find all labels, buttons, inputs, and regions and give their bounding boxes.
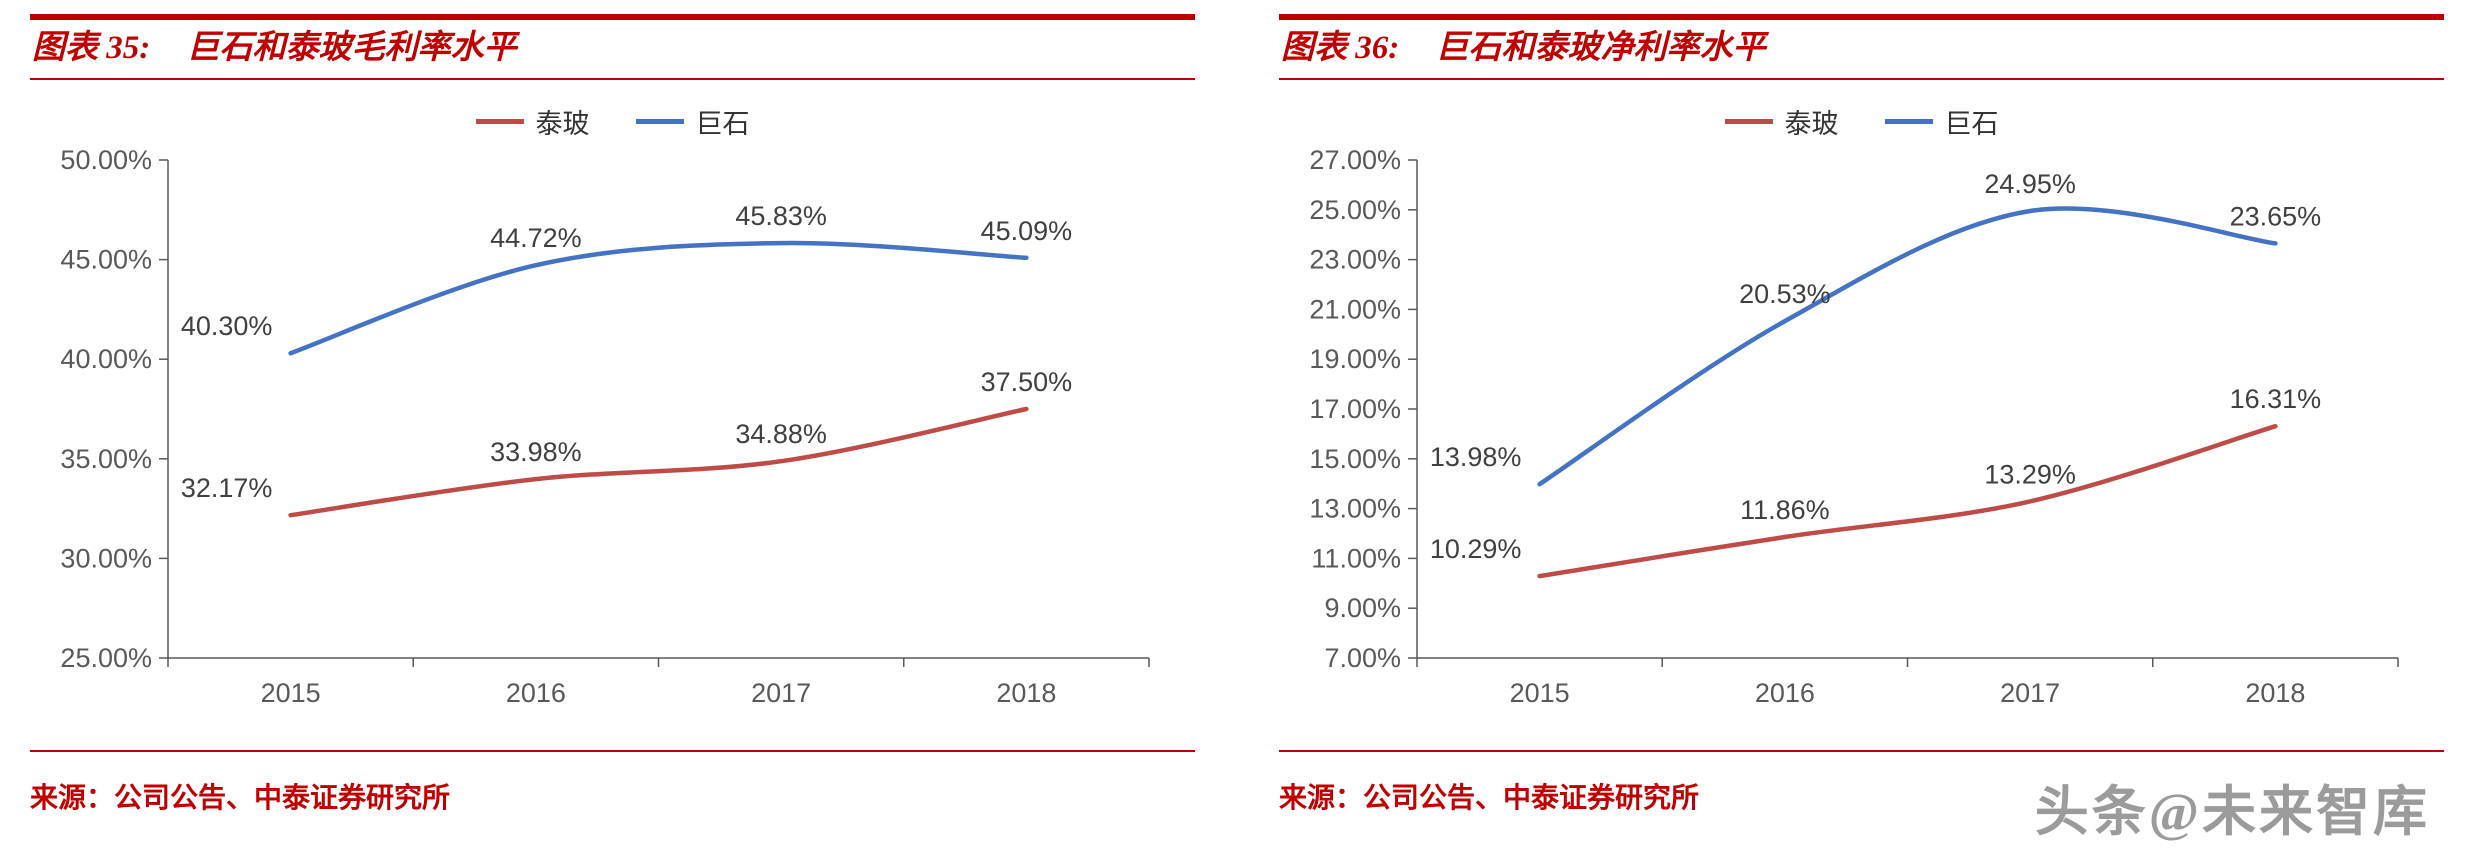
svg-text:15.00%: 15.00% — [1309, 444, 1401, 474]
svg-text:11.86%: 11.86% — [1740, 495, 1830, 525]
svg-text:2016: 2016 — [1755, 678, 1815, 708]
figure-label: 图表 35: — [32, 30, 151, 66]
line-chart-gross-margin: 25.00% 30.00% 35.00% 40.00% 45.00% 50.00% 2015… — [60, 145, 1150, 708]
figure-title: 巨石和泰玻毛利率水平 — [186, 30, 517, 66]
chart-legend: 泰玻 巨石 — [30, 102, 1195, 141]
svg-text:13.98%: 13.98% — [1430, 442, 1522, 472]
svg-text:20.53%: 20.53% — [1739, 279, 1831, 309]
svg-text:27.00%: 27.00% — [1309, 145, 1401, 175]
legend-line-swatch — [1724, 118, 1773, 124]
svg-text:32.17%: 32.17% — [181, 473, 273, 503]
svg-text:44.72%: 44.72% — [490, 223, 582, 253]
svg-text:2017: 2017 — [751, 678, 811, 708]
report-figures: 图表 35: 巨石和泰玻毛利率水平 泰玻 巨石 25.00% 30.00% 35.00… — [30, 14, 2444, 816]
series-data-labels-0: 32.17% 33.98% 34.88% 37.50% — [181, 367, 1072, 503]
svg-text:13.29%: 13.29% — [1984, 459, 2076, 489]
svg-text:40.00%: 40.00% — [60, 344, 152, 374]
y-axis-ticks — [159, 159, 168, 659]
figure-title: 巨石和泰玻净利率水平 — [1435, 30, 1766, 66]
svg-text:17.00%: 17.00% — [1309, 394, 1401, 424]
x-axis-labels: 2015 2016 2017 2018 — [261, 678, 1057, 708]
svg-text:2018: 2018 — [996, 678, 1056, 708]
svg-text:40.30%: 40.30% — [181, 311, 273, 341]
x-axis-ticks — [1416, 658, 2399, 667]
series-line-1 — [288, 240, 1029, 356]
source-note: 来源：公司公告、中泰证券研究所 — [1279, 750, 2444, 816]
legend-line-swatch — [1884, 118, 1933, 124]
y-axis-labels: 7.00% 9.00% 11.00% 13.00% 15.00% 17.00% 19.00%… — [1309, 145, 1401, 673]
chart-legend: 泰玻 巨石 — [1279, 102, 2444, 141]
legend-line-swatch — [635, 118, 684, 124]
svg-text:45.09%: 45.09% — [981, 216, 1073, 246]
legend-label: 泰玻 — [535, 108, 590, 139]
svg-text:11.00%: 11.00% — [1311, 543, 1401, 573]
svg-text:2018: 2018 — [2245, 678, 2305, 708]
y-axis-labels: 25.00% 30.00% 35.00% 40.00% 45.00% 50.00% — [60, 145, 152, 673]
svg-text:2015: 2015 — [261, 678, 321, 708]
x-axis-labels: 2015 2016 2017 2018 — [1510, 678, 2306, 708]
svg-text:23.65%: 23.65% — [2230, 201, 2322, 231]
legend-item: 泰玻 — [475, 102, 590, 141]
figure-36-panel: 图表 36: 巨石和泰玻净利率水平 泰玻 巨石 7.00% 9.00% 11.00% 1… — [1279, 14, 2444, 816]
legend-item: 泰玻 — [1724, 102, 1839, 141]
svg-text:21.00%: 21.00% — [1309, 294, 1401, 324]
svg-text:2016: 2016 — [506, 678, 566, 708]
svg-text:25.00%: 25.00% — [60, 643, 152, 673]
x-axis-ticks — [167, 658, 1150, 667]
svg-text:19.00%: 19.00% — [1309, 344, 1401, 374]
svg-text:30.00%: 30.00% — [60, 543, 152, 573]
legend-label: 泰玻 — [1784, 108, 1839, 139]
svg-text:16.31%: 16.31% — [2230, 384, 2322, 414]
series-line-0 — [288, 406, 1029, 518]
figure-35-header: 图表 35: 巨石和泰玻毛利率水平 — [30, 14, 1195, 80]
svg-text:2015: 2015 — [1510, 678, 1570, 708]
svg-text:2017: 2017 — [2000, 678, 2060, 708]
svg-text:37.50%: 37.50% — [981, 367, 1073, 397]
svg-text:24.95%: 24.95% — [1984, 169, 2076, 199]
legend-label: 巨石 — [1944, 108, 1999, 139]
svg-text:35.00%: 35.00% — [60, 444, 152, 474]
svg-text:25.00%: 25.00% — [1309, 195, 1401, 225]
series-line-1 — [1537, 206, 2278, 487]
series-data-labels-1: 13.98% 20.53% 24.95% 23.65% — [1430, 169, 2321, 472]
figure-36-header: 图表 36: 巨石和泰玻净利率水平 — [1279, 14, 2444, 80]
figure-label: 图表 36: — [1281, 30, 1400, 66]
svg-text:10.29%: 10.29% — [1430, 534, 1522, 564]
watermark: 头条@未来智库 — [2034, 782, 2430, 842]
legend-item: 巨石 — [1884, 102, 1999, 141]
svg-text:45.83%: 45.83% — [735, 201, 827, 231]
svg-text:50.00%: 50.00% — [60, 145, 152, 175]
svg-text:9.00%: 9.00% — [1324, 593, 1401, 623]
figure-35-panel: 图表 35: 巨石和泰玻毛利率水平 泰玻 巨石 25.00% 30.00% 35.00… — [30, 14, 1195, 816]
svg-text:33.98%: 33.98% — [490, 437, 582, 467]
svg-text:45.00%: 45.00% — [60, 245, 152, 275]
series-data-labels-1: 40.30% 44.72% 45.83% 45.09% — [181, 201, 1072, 341]
legend-item: 巨石 — [635, 102, 750, 141]
y-axis-ticks — [1408, 159, 1417, 659]
svg-text:34.88%: 34.88% — [735, 419, 827, 449]
svg-text:13.00%: 13.00% — [1309, 494, 1401, 524]
source-note: 来源：公司公告、中泰证券研究所 — [30, 750, 1195, 816]
line-chart-net-margin: 7.00% 9.00% 11.00% 13.00% 15.00% 17.00% 19.00%… — [1309, 145, 2399, 708]
svg-text:7.00%: 7.00% — [1324, 643, 1401, 673]
svg-text:23.00%: 23.00% — [1309, 245, 1401, 275]
legend-label: 巨石 — [695, 108, 750, 139]
series-line-0 — [1537, 423, 2278, 579]
series-data-labels-0: 10.29% 11.86% 13.29% 16.31% — [1430, 384, 2321, 564]
legend-line-swatch — [475, 118, 524, 124]
